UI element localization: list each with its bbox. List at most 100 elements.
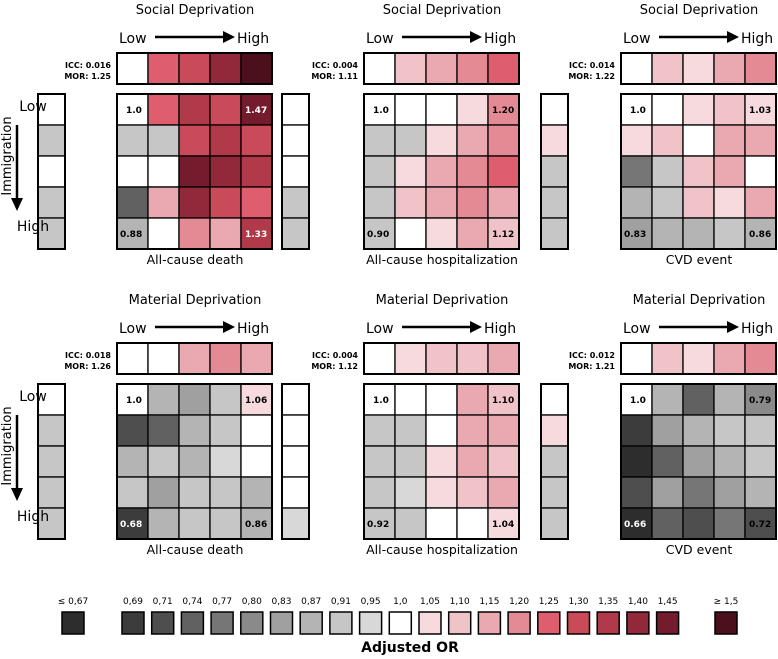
panel-2: Social Deprivation Low High ICC: 0.004 MOR: … [281,3,520,267]
grid-cell [744,414,777,447]
legend-swatch [477,611,502,635]
immigration-arrow-head [11,488,23,501]
grid-cell [147,507,180,540]
deprivation-marginal-cell [487,52,520,85]
legend-swatch [329,611,353,635]
grid-cell [240,217,273,250]
grid-cell [487,217,520,250]
outcome-label: All-cause death [147,252,244,267]
grid-cell [240,155,273,188]
icc-label: ICC: 0.004 [312,61,358,70]
mor-label: MOR: 1.22 [568,72,615,81]
grid-cell [682,124,715,157]
grid-cell [178,476,211,509]
axis-high-label: High [237,31,269,47]
immigration-marginal-cell [540,155,569,188]
grid-cell [363,414,396,447]
deprivation-marginal-cell [209,52,242,85]
immigration-marginal-cell [37,124,66,157]
legend-swatch [269,611,294,635]
deprivation-marginal-cell [456,52,489,85]
grid-cell [651,507,684,540]
immigration-axis-title: Immigration [0,406,15,485]
grid-cell [425,507,458,540]
grid-cell [147,124,180,157]
grid-cell [425,93,458,126]
grid-cell [394,476,427,509]
immigration-high-label: High [17,509,49,525]
grid-cell [178,414,211,447]
legend-swatch [418,611,442,635]
corner-value-bottom-left: 0.66 [624,520,646,530]
immigration-marginal-cell [281,507,310,540]
grid-cell [240,414,273,447]
grid-cell [713,217,746,250]
corner-value-bottom-right: 0.72 [749,520,771,530]
legend-swatch [358,611,383,635]
immigration-marginal-cell [37,186,66,219]
grid-frame [620,383,777,540]
grid-cell [713,93,746,126]
axis-high-label: High [484,321,516,337]
deprivation-marginal-cell [178,52,211,85]
mor-label: MOR: 1.11 [311,72,358,81]
deprivation-arrow-head [223,321,235,333]
deprivation-marginal-cell [682,52,715,85]
legend-label: 1,35 [598,597,618,607]
deprivation-marginal-frame [116,342,273,375]
immigration-marginal-cell [37,445,66,478]
grid-cell [487,186,520,219]
legend-swatch [626,611,650,635]
legend-label: 1,05 [420,597,440,607]
immigration-high-label: High [17,219,49,235]
grid-cell [713,445,746,478]
grid-cell [209,476,242,509]
grid-cell [147,93,180,126]
legend-swatch [299,611,323,635]
legend-label: ≤ 0,67 [58,597,88,607]
immigration-marginal-frame [37,93,66,250]
grid-cell [116,445,149,478]
grid-cell [487,445,520,478]
panel-6: Material Deprivation Low High ICC: 0.012 MOR… [540,293,777,557]
grid-cell [651,383,684,416]
grid-cell [147,155,180,188]
grid-cell [744,186,777,219]
axis-low-label: Low [623,31,651,47]
grid-cell [682,186,715,219]
outcome-label: All-cause hospitalization [366,252,518,267]
deprivation-marginal-cell [147,52,180,85]
legend-swatch [61,611,85,635]
grid-cell [394,414,427,447]
deprivation-marginal-cell [744,342,777,375]
deprivation-marginal-frame [620,342,777,375]
grid-cell [620,186,653,219]
grid-cell [651,124,684,157]
immigration-marginal-cell [281,383,310,416]
corner-value-top-right: 1.20 [492,106,514,116]
icc-label: ICC: 0.018 [65,351,111,360]
deprivation-arrow-head [470,321,482,333]
deprivation-arrow-head [223,31,235,43]
legend-title: Adjusted OR [361,640,459,656]
legend-swatch [210,611,234,635]
grid-cell [713,476,746,509]
immigration-marginal-cell [281,124,310,157]
legend-group: ≤ 0,67 0,69 0,71 0,74 0,77 0,80 0,83 0,87 0,91 0,… [58,597,739,656]
deprivation-marginal-cell [240,342,273,375]
legend-label: 0,80 [242,597,262,607]
grid-cell [178,507,211,540]
legend-swatch [566,611,591,635]
grid-cell [147,476,180,509]
grid-cell [425,383,458,416]
grid-cell [363,155,396,188]
axis-high-label: High [484,31,516,47]
deprivation-marginal-frame [363,52,520,85]
legend-label: 1,25 [539,597,559,607]
grid-cell [425,476,458,509]
corner-value-bottom-left: 0.90 [367,230,389,240]
axis-high-label: High [741,31,773,47]
grid-cell [394,383,427,416]
grid-cell [620,476,653,509]
grid-cell [744,445,777,478]
